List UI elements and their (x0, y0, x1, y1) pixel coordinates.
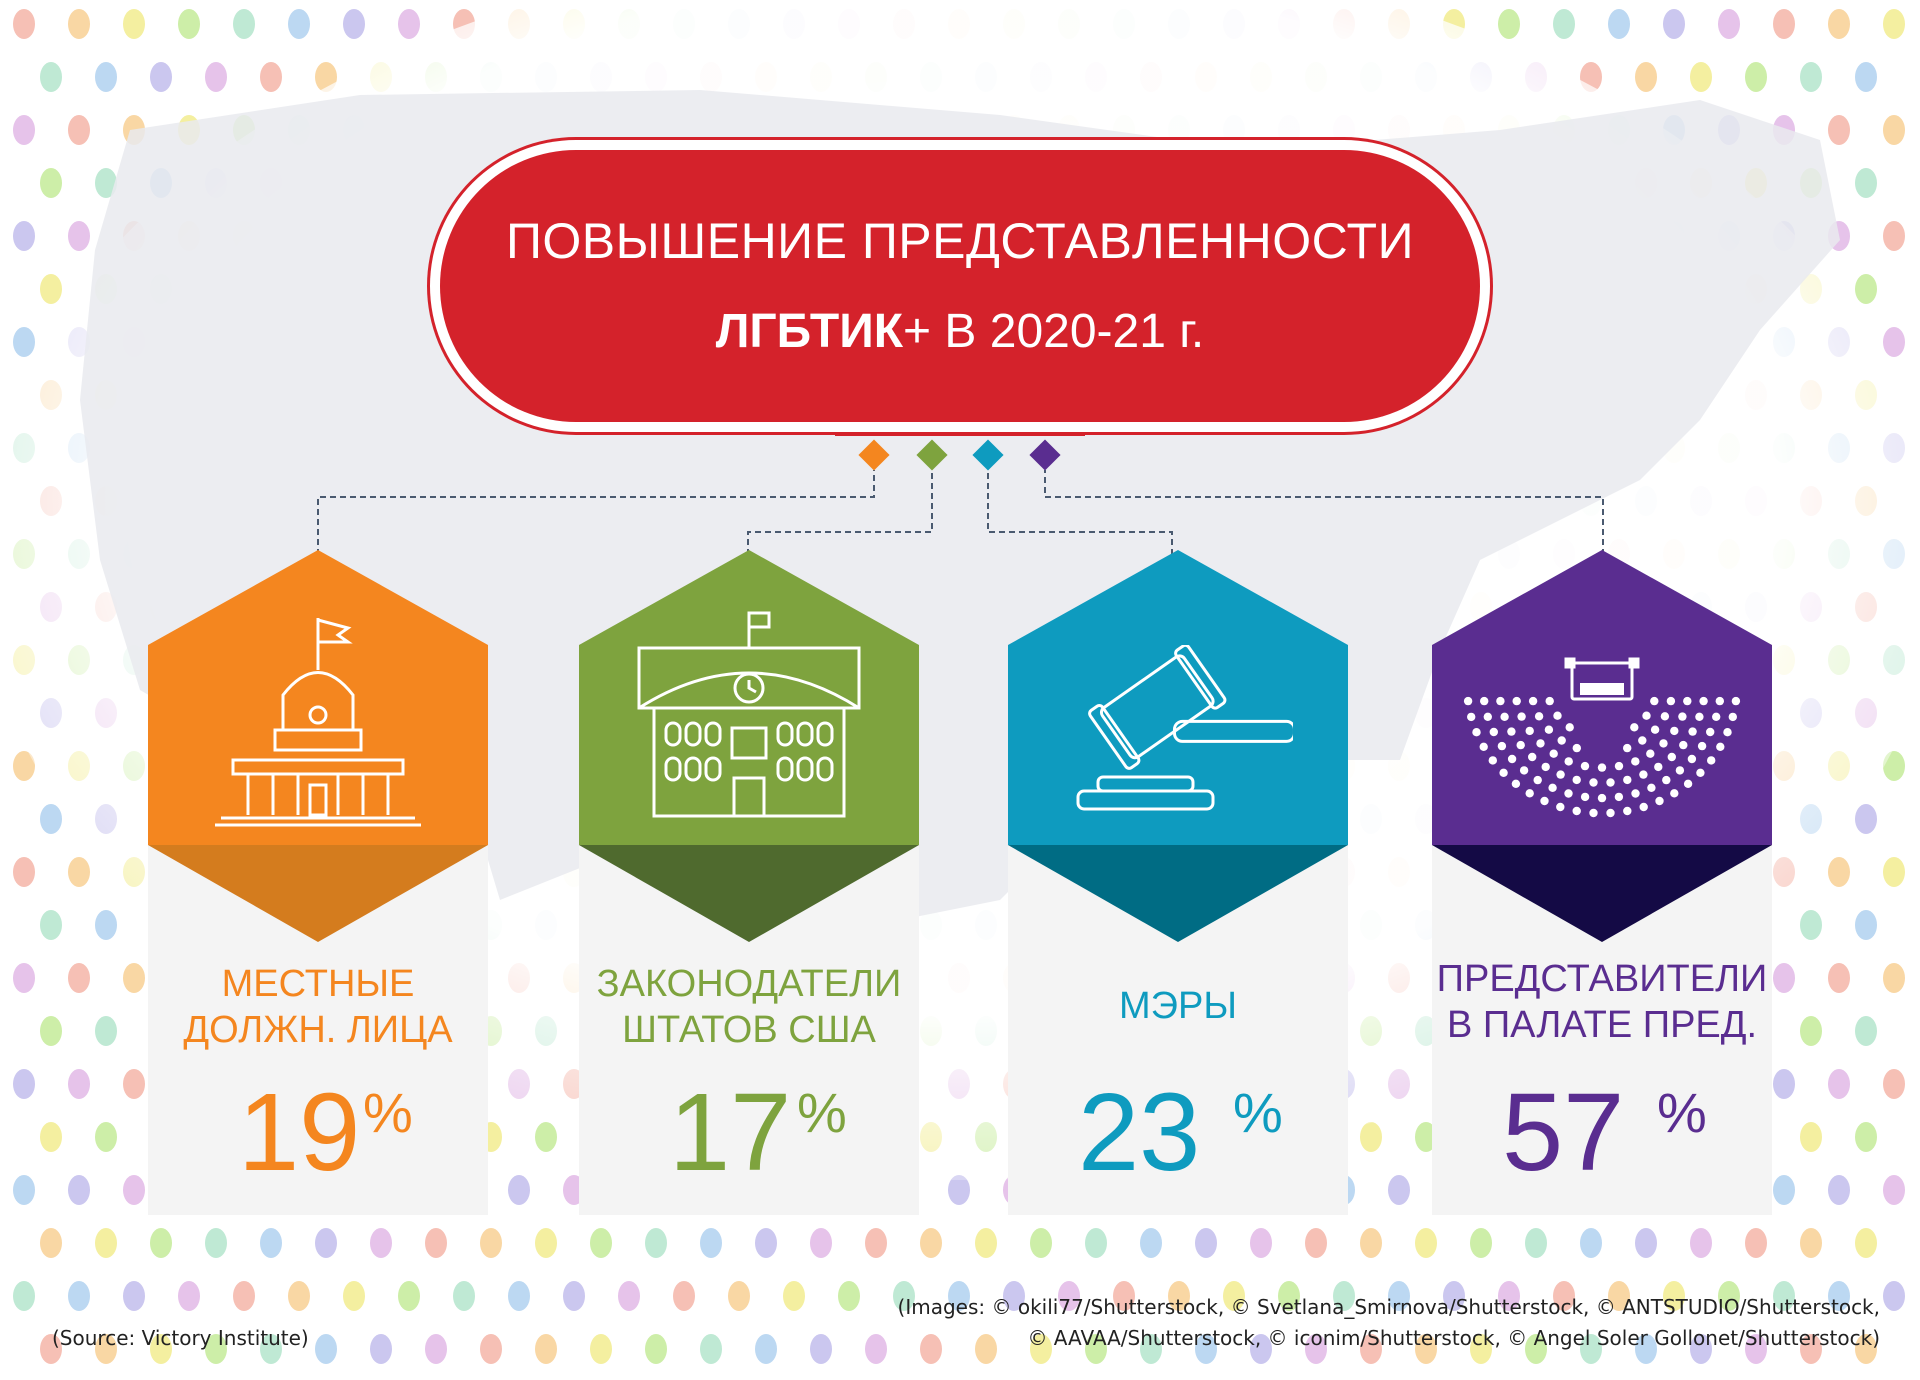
title-line-1: ПОВЫШЕНИЕ ПРЕДСТАВЛЕННОСТИ (505, 213, 1415, 269)
card-value: 57 (1502, 1071, 1625, 1194)
card-label-line-2: В ПАЛАТЕ ПРЕД. (1446, 1004, 1758, 1046)
gavel-icon (1076, 645, 1293, 811)
card-label-line-1: ЗАКОНОДАТЕЛИ (596, 963, 902, 1005)
parliament-seats-icon (1463, 657, 1741, 818)
title-banner: ПОВЫШЕНИЕ ПРЕДСТАВЛЕННОСТИ ЛГБТИК+ В 202… (440, 150, 1480, 422)
card-unit: % (1233, 1081, 1283, 1144)
teal-diamond (972, 439, 1004, 471)
green-diamond (916, 439, 948, 471)
card-local-officials: МЕСТНЫЕ ДОЛЖН. ЛИЦА 19 % (148, 550, 488, 1215)
card-label-line-1: МЭРЫ (1119, 985, 1237, 1027)
card-value: 19 (238, 1071, 361, 1194)
card-mayors: МЭРЫ 23 % (1008, 550, 1348, 1215)
card-unit: % (363, 1081, 413, 1144)
card-state-legislators: ЗАКОНОДАТЕЛИ ШТАТОВ США 17 % (579, 550, 919, 1215)
connector-lines (317, 434, 1604, 555)
card-value: 23 (1078, 1071, 1201, 1194)
card-label-line-1: ПРЕДСТАВИТЕЛИ (1436, 958, 1768, 1000)
credits-line-2: © AAVAA/Shutterstock, © iconim/Shutterst… (1027, 1326, 1880, 1350)
source-note: (Source: Victory Institute) (52, 1326, 309, 1350)
card-label-line-2: ДОЛЖН. ЛИЦА (183, 1009, 453, 1051)
card-label-line-2: ШТАТОВ США (622, 1009, 876, 1051)
image-credits: (Images: © okili77/Shutterstock, © Svetl… (898, 1292, 1880, 1354)
school-building-icon (637, 611, 861, 818)
card-label-line-1: МЕСТНЫЕ (221, 963, 415, 1005)
card-unit: % (797, 1081, 847, 1144)
purple-diamond (1029, 439, 1061, 471)
title-line-2: ЛГБТИК+ В 2020-21 г. (715, 305, 1205, 358)
orange-diamond (858, 439, 890, 471)
card-unit: % (1657, 1081, 1707, 1144)
card-house-representatives: ПРЕДСТАВИТЕЛИ В ПАЛАТЕ ПРЕД. 57 % (1432, 550, 1772, 1215)
credits-line-1: (Images: © okili77/Shutterstock, © Svetl… (897, 1295, 1880, 1319)
card-value: 17 (669, 1071, 792, 1194)
capitol-building-icon (215, 618, 421, 827)
